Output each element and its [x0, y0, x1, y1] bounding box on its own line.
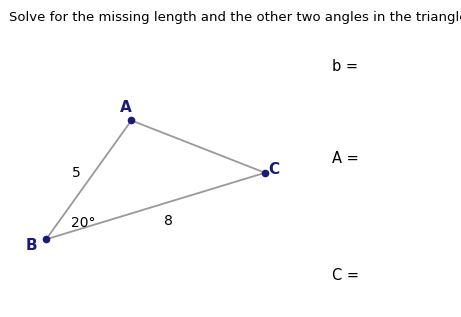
Text: C =: C =: [332, 268, 359, 283]
Text: Solve for the missing length and the other two angles in the triangle below.: Solve for the missing length and the oth…: [9, 11, 461, 24]
Text: b =: b =: [332, 59, 358, 74]
Text: 8: 8: [164, 214, 173, 228]
Text: B: B: [25, 237, 37, 253]
Text: 5: 5: [72, 166, 81, 180]
Text: A: A: [119, 100, 131, 115]
Text: 20°: 20°: [71, 217, 96, 230]
Text: C: C: [269, 162, 280, 177]
Text: A =: A =: [332, 151, 359, 166]
